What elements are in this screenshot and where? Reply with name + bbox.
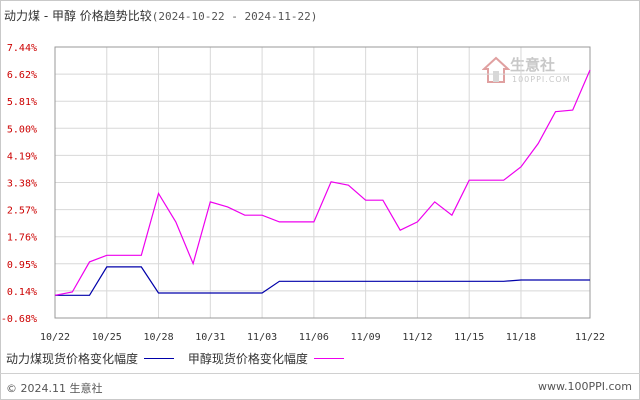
- y-tick-label: 5.81%: [7, 97, 37, 108]
- y-tick-label: 7.44%: [7, 43, 37, 54]
- footer-copyright: © 2024.11 生意社: [6, 382, 103, 395]
- legend-item-coal: 动力煤现货价格变化幅度: [6, 350, 175, 367]
- y-axis-ticks: 7.44% 6.62% 5.81% 5.00% 4.19% 3.38% 2.57% 1.76%…: [1, 43, 37, 325]
- x-tick-label: 10/28: [143, 332, 173, 343]
- x-tick-label: 10/31: [195, 332, 225, 343]
- chart-title: 动力煤 - 甲醇 价格趋势比较(2024-10-22 - 2024-11-22): [4, 7, 317, 24]
- series-lines: [54, 69, 591, 296]
- footer-url: www.100PPI.com: [538, 380, 632, 393]
- plot-border: [54, 46, 591, 319]
- x-axis-ticks: 10/22 10/25 10/28 10/31 11/03 11/06 11/09 11/12…: [40, 332, 605, 343]
- legend-swatch-coal: [144, 358, 175, 359]
- y-tick-label: 2.57%: [7, 206, 37, 217]
- house-logo-icon: [482, 56, 510, 83]
- x-tick-label: 11/22: [575, 332, 605, 343]
- chart-title-text: 动力煤 - 甲醇 价格趋势比较: [4, 9, 152, 23]
- legend: 动力煤现货价格变化幅度 甲醇现货价格变化幅度: [6, 350, 354, 367]
- x-tick-label: 10/25: [92, 332, 122, 343]
- legend-label-methanol: 甲醇现货价格变化幅度: [187, 352, 308, 366]
- y-tick-label: 0.95%: [7, 260, 37, 271]
- x-tick-label: 11/18: [506, 332, 536, 343]
- date-range: (2024-10-22 - 2024-11-22): [151, 10, 318, 23]
- axes: [54, 46, 591, 319]
- y-tick-label: 6.62%: [7, 70, 37, 81]
- y-tick-label: 5.00%: [7, 124, 37, 135]
- grid-lines: [55, 47, 590, 318]
- x-tick-label: 11/03: [247, 332, 277, 343]
- footer-divider: [0, 373, 640, 374]
- coal-series-line: [55, 266, 590, 296]
- x-tick-label: 11/06: [299, 332, 329, 343]
- x-tick-label: 10/22: [40, 332, 70, 343]
- x-tick-label: 11/15: [454, 332, 484, 343]
- legend-swatch-methanol: [313, 358, 344, 359]
- watermark-subtext: 100PPI.COM: [512, 75, 571, 84]
- y-tick-label: 3.38%: [7, 179, 37, 190]
- legend-item-methanol: 甲醇现货价格变化幅度: [188, 350, 344, 367]
- methanol-series-line: [54, 69, 591, 296]
- y-tick-label: 4.19%: [7, 151, 37, 162]
- x-tick-label: 11/09: [351, 332, 381, 343]
- legend-label-coal: 动力煤现货价格变化幅度: [6, 352, 139, 366]
- y-tick-label: 0.14%: [7, 287, 37, 298]
- y-tick-label: -0.68%: [1, 314, 37, 325]
- x-tick-label: 11/12: [402, 332, 432, 343]
- y-tick-label: 1.76%: [7, 233, 37, 244]
